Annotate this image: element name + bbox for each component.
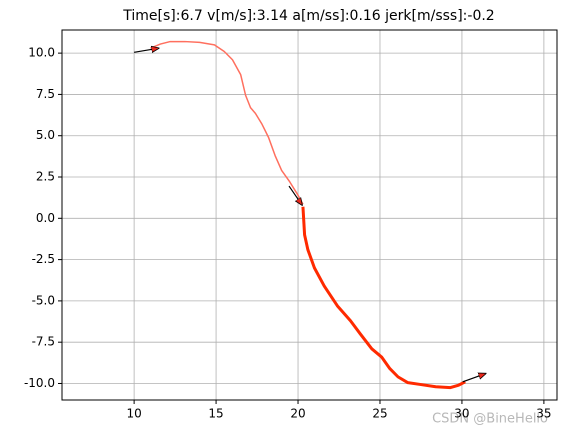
heading-arrow bbox=[134, 48, 159, 52]
x-tick-label: 15 bbox=[208, 407, 223, 421]
y-tick-label: 0.0 bbox=[36, 211, 55, 225]
heading-arrow bbox=[462, 374, 486, 383]
heading-arrow bbox=[288, 185, 302, 205]
y-tick-label: -5.0 bbox=[32, 293, 55, 307]
x-tick-label: 35 bbox=[536, 407, 551, 421]
y-tick-label: -7.5 bbox=[32, 335, 55, 349]
y-tick-label: 5.0 bbox=[36, 128, 55, 142]
plot-frame bbox=[61, 29, 558, 401]
y-tick-label: 2.5 bbox=[36, 170, 55, 184]
x-tick-label: 25 bbox=[372, 407, 387, 421]
x-tick-label: 20 bbox=[290, 407, 305, 421]
y-tick-label: -10.0 bbox=[24, 376, 55, 390]
y-tick-label: 7.5 bbox=[36, 87, 55, 101]
trajectory-line bbox=[301, 206, 466, 390]
x-tick-label: 10 bbox=[126, 407, 141, 421]
y-tick-label: 10.0 bbox=[28, 46, 55, 60]
trajectory-line bbox=[150, 40, 304, 205]
watermark: CSDN @BineHello bbox=[432, 412, 548, 427]
y-tick-label: -2.5 bbox=[32, 252, 55, 266]
chart-title: Time[s]:6.7 v[m/s]:3.14 a[m/ss]:0.16 jer… bbox=[122, 8, 494, 24]
x-tick-label: 30 bbox=[454, 407, 469, 421]
